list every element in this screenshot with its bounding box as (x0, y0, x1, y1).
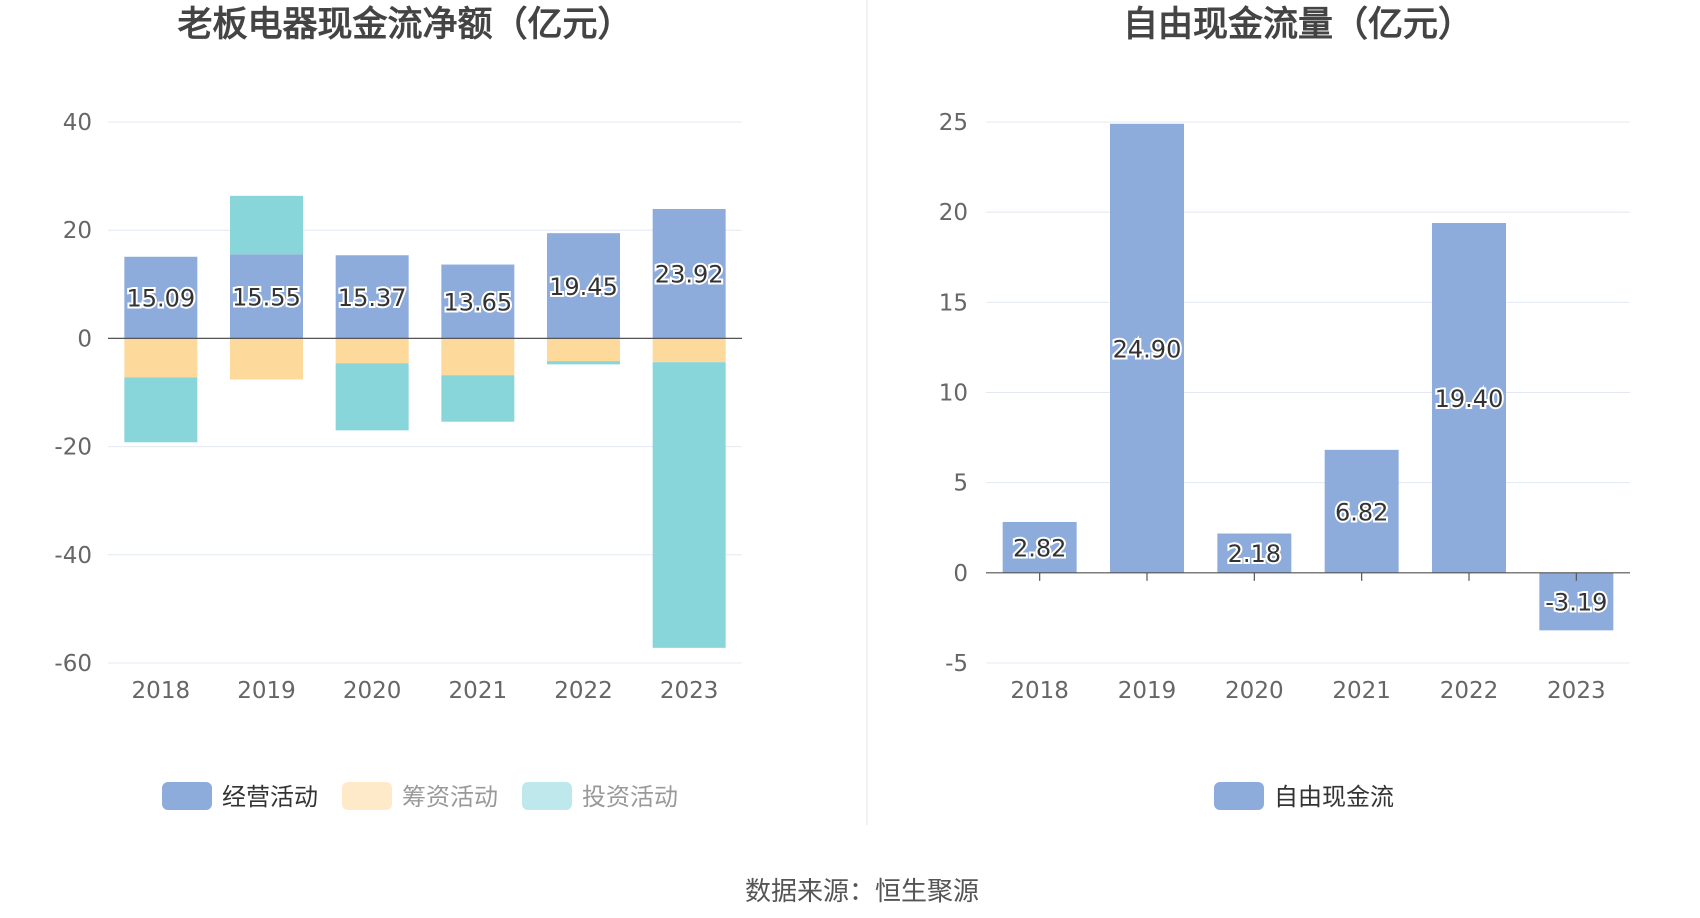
chart2-y-tick: -5 (945, 651, 968, 677)
chart2-y-tick: 10 (939, 381, 968, 407)
data-label-free-cash-flow-2023: -3.19 (1545, 589, 1607, 617)
chart1-x-tick: 2023 (660, 678, 719, 704)
legend-item-free-cash-flow[interactable]: 自由现金流 (1214, 782, 1394, 811)
data-label-free-cash-flow-2019: 24.90 (1113, 335, 1182, 363)
chart1-x-axis: 2018 2019 2020 2021 2022 2023 (132, 678, 719, 704)
legend-label: 经营活动 (222, 783, 318, 811)
chart1-title: 老板电器现金流净额（亿元） (177, 4, 632, 45)
chart1-data-labels: 15.09 15.55 15.37 13.65 19.45 23.92 (124, 259, 725, 319)
bar-operating-2023[interactable] (652, 208, 726, 339)
chart1-y-tick: 20 (63, 218, 92, 244)
chart2-zero-axis (986, 572, 1630, 581)
bar-free-cash-flow-2018[interactable] (1002, 521, 1077, 573)
bar-operating-2020[interactable] (335, 255, 409, 339)
bar-free-cash-flow-2022[interactable] (1432, 222, 1506, 573)
chart1-y-tick: 0 (77, 326, 92, 352)
legend-swatch (162, 782, 212, 810)
chart2-data-labels: 2.82 24.90 2.18 6.82 19.40 -3.19 (1011, 333, 1609, 618)
bar-financing-2019[interactable] (230, 338, 303, 380)
chart1-x-tick: 2022 (554, 678, 613, 704)
chart1-x-tick: 2020 (343, 678, 402, 704)
chart2-x-tick: 2020 (1225, 678, 1284, 704)
chart2-x-axis: 2018 2019 2020 2021 2022 2023 (1010, 678, 1605, 704)
legend-item-operating[interactable]: 经营活动 (162, 782, 318, 811)
chart2-gridlines (986, 121, 1630, 664)
bar-financing-2020[interactable] (335, 338, 409, 364)
chart2-x-tick: 2019 (1118, 678, 1177, 704)
data-label-operating-2023: 23.92 (655, 261, 724, 289)
chart2-x-tick: 2022 (1440, 678, 1499, 704)
chart2-y-axis: 25 20 15 10 5 0 -5 (939, 110, 968, 677)
chart1-y-tick: 40 (63, 110, 92, 136)
cash-flow-net-chart: 老板电器现金流净额（亿元） 40 20 0 -20 -40 -60 2018 2019 202… (54, 4, 742, 811)
chart1-legend[interactable]: 经营活动 筹资活动 投资活动 (162, 782, 678, 811)
bar-free-cash-flow-2020[interactable] (1217, 533, 1292, 573)
legend-swatch (342, 782, 392, 810)
legend-item-investing[interactable]: 投资活动 (522, 782, 678, 811)
data-label-operating-2022: 19.45 (549, 273, 618, 301)
bar-financing-2021[interactable] (441, 338, 515, 376)
bar-free-cash-flow-2021[interactable] (1324, 449, 1399, 573)
chart1-y-axis: 40 20 0 -20 -40 -60 (54, 110, 92, 677)
chart2-y-tick: 5 (953, 471, 968, 497)
data-label-operating-2021: 13.65 (443, 288, 512, 316)
legend-label: 自由现金流 (1274, 783, 1394, 811)
chart2-x-tick: 2023 (1547, 678, 1606, 704)
chart1-x-tick: 2018 (132, 678, 191, 704)
chart2-y-tick: 20 (939, 200, 968, 226)
chart2-legend[interactable]: 自由现金流 (1214, 782, 1394, 811)
bar-financing-2018[interactable] (124, 338, 198, 378)
chart2-y-tick: 25 (939, 110, 968, 136)
chart1-y-tick: -60 (54, 651, 92, 677)
data-label-operating-2018: 15.09 (126, 285, 195, 313)
bar-operating-2018[interactable] (124, 256, 198, 339)
bar-operating-2019[interactable] (230, 254, 303, 339)
legend-label: 投资活动 (582, 783, 678, 811)
data-label-operating-2020: 15.37 (338, 284, 407, 312)
chart2-y-tick: 0 (953, 561, 968, 587)
chart2-y-tick: 15 (939, 290, 968, 316)
chart1-gridlines (108, 121, 742, 664)
bar-investing-2023[interactable] (652, 362, 726, 648)
chart2-bars (1002, 123, 1614, 631)
chart1-bars (124, 195, 726, 648)
chart2-x-tick: 2018 (1010, 678, 1069, 704)
free-cash-flow-chart: 自由现金流量（亿元） 25 20 15 10 5 0 -5 2018 2019 2020 2021… (939, 4, 1630, 811)
bar-financing-2023[interactable] (652, 338, 726, 363)
chart2-x-tick: 2021 (1332, 678, 1391, 704)
data-label-operating-2019: 15.55 (232, 283, 301, 311)
legend-swatch (1214, 782, 1264, 810)
bar-investing-2020[interactable] (335, 363, 409, 431)
bar-operating-2022[interactable] (547, 233, 620, 339)
chart1-y-tick: -20 (54, 435, 92, 461)
bar-free-cash-flow-2023[interactable] (1539, 572, 1614, 631)
bar-investing-2018[interactable] (124, 377, 198, 443)
data-source-note: 数据来源：恒生聚源 (745, 877, 979, 907)
chart1-y-tick: -40 (54, 543, 92, 569)
data-label-free-cash-flow-2020: 2.18 (1228, 540, 1281, 568)
legend-label: 筹资活动 (402, 783, 498, 811)
bar-investing-2019[interactable] (230, 195, 303, 255)
data-label-free-cash-flow-2022: 19.40 (1435, 385, 1504, 413)
bar-investing-2022[interactable] (547, 361, 620, 365)
data-label-free-cash-flow-2021: 6.82 (1335, 498, 1388, 526)
chart1-x-tick: 2019 (237, 678, 296, 704)
legend-item-financing[interactable]: 筹资活动 (342, 782, 498, 811)
bar-free-cash-flow-2019[interactable] (1110, 123, 1184, 573)
data-label-free-cash-flow-2018: 2.82 (1013, 534, 1066, 562)
chart1-x-tick: 2021 (449, 678, 508, 704)
chart2-title: 自由现金流量（亿元） (1123, 4, 1473, 45)
bar-operating-2021[interactable] (441, 264, 515, 339)
bar-investing-2021[interactable] (441, 375, 515, 422)
bar-financing-2022[interactable] (547, 338, 620, 362)
legend-swatch (522, 782, 572, 810)
